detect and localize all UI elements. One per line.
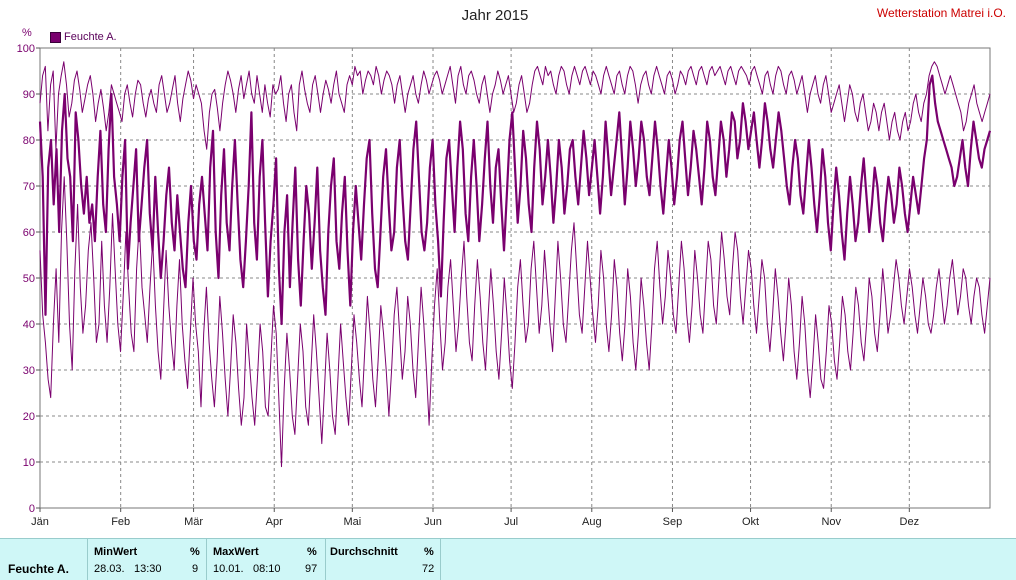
- max-date: 10.01.: [213, 563, 244, 575]
- x-tick-label: Mai: [343, 516, 361, 528]
- min-cell: MinWert % 28.03. 13:30 9: [88, 539, 207, 580]
- y-tick-label: 90: [23, 89, 35, 101]
- stats-label-cell: Feuchte A.: [0, 539, 88, 580]
- humidity-chart: 0 10 20 30 40 50 60 70 80 90 100 Jän Feb Mär Apr Mai Ju…: [17, 43, 992, 528]
- stats-row-label: Feuchte A.: [8, 562, 69, 576]
- y-tick-label: 10: [23, 457, 35, 469]
- y-tick-label: 50: [23, 273, 35, 285]
- x-tick-label: Aug: [582, 516, 602, 528]
- series-line-min: [39, 176, 991, 468]
- x-tick-label: Nov: [821, 516, 841, 528]
- series-line-max: [39, 61, 991, 150]
- max-time: 08:10: [253, 563, 281, 575]
- y-axis-unit: %: [22, 27, 32, 39]
- min-date: 28.03.: [94, 563, 125, 575]
- y-tick-label: 70: [23, 181, 35, 193]
- x-tick-label: Sep: [663, 516, 683, 528]
- legend: Feuchte A.: [50, 31, 117, 43]
- grid: [40, 48, 990, 508]
- series-line-mean: [38, 74, 992, 326]
- y-tick-label: 20: [23, 411, 35, 423]
- min-header: MinWert: [94, 546, 138, 558]
- max-value: 97: [305, 563, 318, 575]
- x-tick-label: Mär: [184, 516, 203, 528]
- max-header: MaxWert: [213, 546, 259, 558]
- y-tick-label: 100: [17, 43, 35, 55]
- avg-value: 72: [422, 563, 435, 575]
- avg-unit: %: [424, 546, 434, 558]
- x-tick-label: Feb: [111, 516, 130, 528]
- y-tick-label: 0: [29, 503, 35, 515]
- legend-label: Feuchte A.: [64, 31, 117, 43]
- y-tick-label: 60: [23, 227, 35, 239]
- y-tick-label: 80: [23, 135, 35, 147]
- x-tick-label: Jul: [504, 516, 518, 528]
- min-unit: %: [190, 546, 200, 558]
- x-tick-label: Apr: [266, 516, 283, 528]
- station-name: Wetterstation Matrei i.O.: [876, 6, 1006, 20]
- legend-swatch: [50, 31, 61, 43]
- max-unit: %: [307, 546, 317, 558]
- min-time: 13:30: [134, 563, 162, 575]
- series-lines: [38, 61, 992, 468]
- y-tick-label: 40: [23, 319, 35, 331]
- avg-cell: Durchschnitt % 72: [326, 539, 441, 580]
- y-tick-label: 30: [23, 365, 35, 377]
- x-tick-label: Okt: [742, 516, 759, 528]
- min-value: 9: [192, 563, 199, 575]
- x-tick-label: Jun: [424, 516, 442, 528]
- avg-header: Durchschnitt: [330, 546, 398, 558]
- x-tick-label: Jän: [31, 516, 49, 528]
- y-axis: 0 10 20 30 40 50 60 70 80 90 100: [17, 43, 40, 515]
- chart-title: Jahr 2015: [461, 7, 529, 24]
- statistics-bar: Feuchte A. MinWert % 28.03. 13:30 9 MaxW…: [0, 538, 1016, 580]
- x-axis: Jän Feb Mär Apr Mai Jun Jul Aug Sep Okt Nov Dez: [31, 508, 919, 528]
- x-tick-label: Dez: [900, 516, 920, 528]
- max-cell: MaxWert % 10.01. 08:10 97: [207, 539, 326, 580]
